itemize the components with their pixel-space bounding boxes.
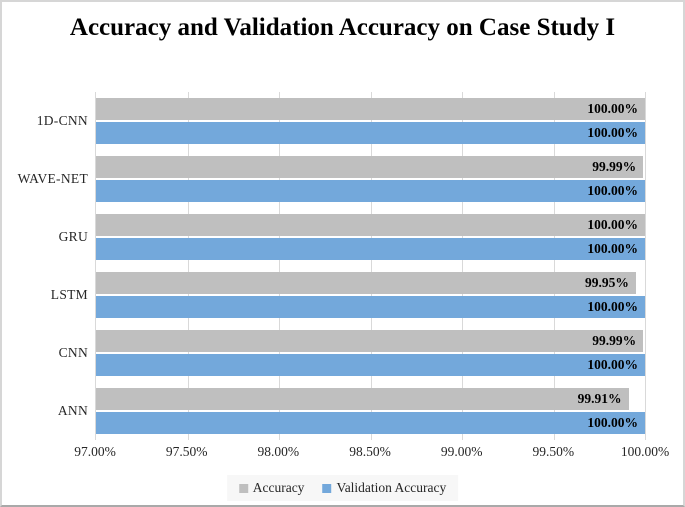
- bar-row: 100.00% 100.00%: [96, 208, 645, 266]
- bar-accuracy: 99.95%: [96, 272, 636, 294]
- bar-value-label: 100.00%: [587, 299, 638, 314]
- bar-row: 99.99% 100.00%: [96, 150, 645, 208]
- bar-accuracy: 99.99%: [96, 330, 644, 352]
- bar-value-label: 100.00%: [587, 357, 638, 372]
- category-label: GRU: [58, 229, 88, 244]
- category-label: LSTM: [50, 287, 88, 302]
- plot-area: 100.00% 100.00% 99.99% 100.00% 100.00% 100.00…: [95, 92, 646, 440]
- category-label: ANN: [57, 403, 88, 418]
- bar-value-label: 100.00%: [587, 101, 638, 116]
- bar-value-label: 100.00%: [587, 241, 638, 256]
- legend-swatch-icon: [238, 483, 248, 493]
- category-axis: 1D-CNN WAVE-NET GRU LSTM CNN ANN: [2, 92, 88, 440]
- category-label: 1D-CNN: [36, 113, 88, 128]
- bar-value-label: 100.00%: [587, 415, 638, 430]
- bar-row: 99.95% 100.00%: [96, 266, 645, 324]
- gridline: [187, 92, 189, 440]
- bar-value-label: 99.91%: [577, 391, 622, 406]
- legend-item: Accuracy: [238, 480, 305, 496]
- bar-validation-accuracy: 100.00%: [96, 180, 645, 202]
- x-axis: 97.00% 97.50% 98.00% 98.50% 99.00% 99.50% 100.…: [74, 444, 669, 462]
- gridline: [645, 92, 646, 440]
- bar-value-label: 99.99%: [592, 333, 637, 348]
- x-tick-label: 98.00%: [257, 444, 300, 459]
- bar-accuracy: 100.00%: [96, 98, 645, 120]
- bar-row: 100.00% 100.00%: [96, 92, 645, 150]
- bar-value-label: 100.00%: [587, 183, 638, 198]
- category-label: WAVE-NET: [17, 171, 88, 186]
- bar-validation-accuracy: 100.00%: [96, 354, 645, 376]
- bar-value-label: 100.00%: [587, 217, 638, 232]
- x-tick-label: 98.50%: [349, 444, 391, 459]
- bar-row: 99.99% 100.00%: [96, 324, 645, 382]
- x-tick-label: 97.00%: [74, 444, 116, 459]
- bar-row: 99.91% 100.00%: [96, 382, 645, 440]
- legend: Accuracy Validation Accuracy: [226, 475, 459, 501]
- gridline: [553, 92, 555, 440]
- gridline: [279, 92, 280, 440]
- x-tick-label: 99.50%: [532, 444, 575, 459]
- bar-accuracy: 99.99%: [96, 156, 644, 178]
- bar-validation-accuracy: 100.00%: [96, 238, 645, 260]
- bar-value-label: 99.95%: [584, 275, 629, 290]
- gridline: [370, 92, 372, 440]
- legend-swatch-icon: [322, 483, 332, 493]
- bar-value-label: 99.99%: [592, 159, 637, 174]
- x-tick-label: 100.00%: [620, 444, 670, 459]
- legend-label: Accuracy: [252, 480, 305, 495]
- legend-label: Validation Accuracy: [336, 480, 447, 495]
- bar-validation-accuracy: 100.00%: [96, 122, 645, 144]
- chart-title: Accuracy and Validation Accuracy on Case…: [69, 14, 616, 41]
- category-label: CNN: [58, 345, 88, 360]
- bar-value-label: 100.00%: [587, 125, 638, 140]
- bar-validation-accuracy: 100.00%: [96, 412, 645, 434]
- x-tick-label: 97.50%: [165, 444, 208, 459]
- gridline: [462, 92, 463, 440]
- bar-accuracy: 99.91%: [96, 388, 629, 410]
- x-tick-label: 99.00%: [440, 444, 483, 459]
- legend-item: Validation Accuracy: [322, 480, 446, 496]
- bar-validation-accuracy: 100.00%: [96, 296, 645, 318]
- bar-accuracy: 100.00%: [96, 214, 645, 236]
